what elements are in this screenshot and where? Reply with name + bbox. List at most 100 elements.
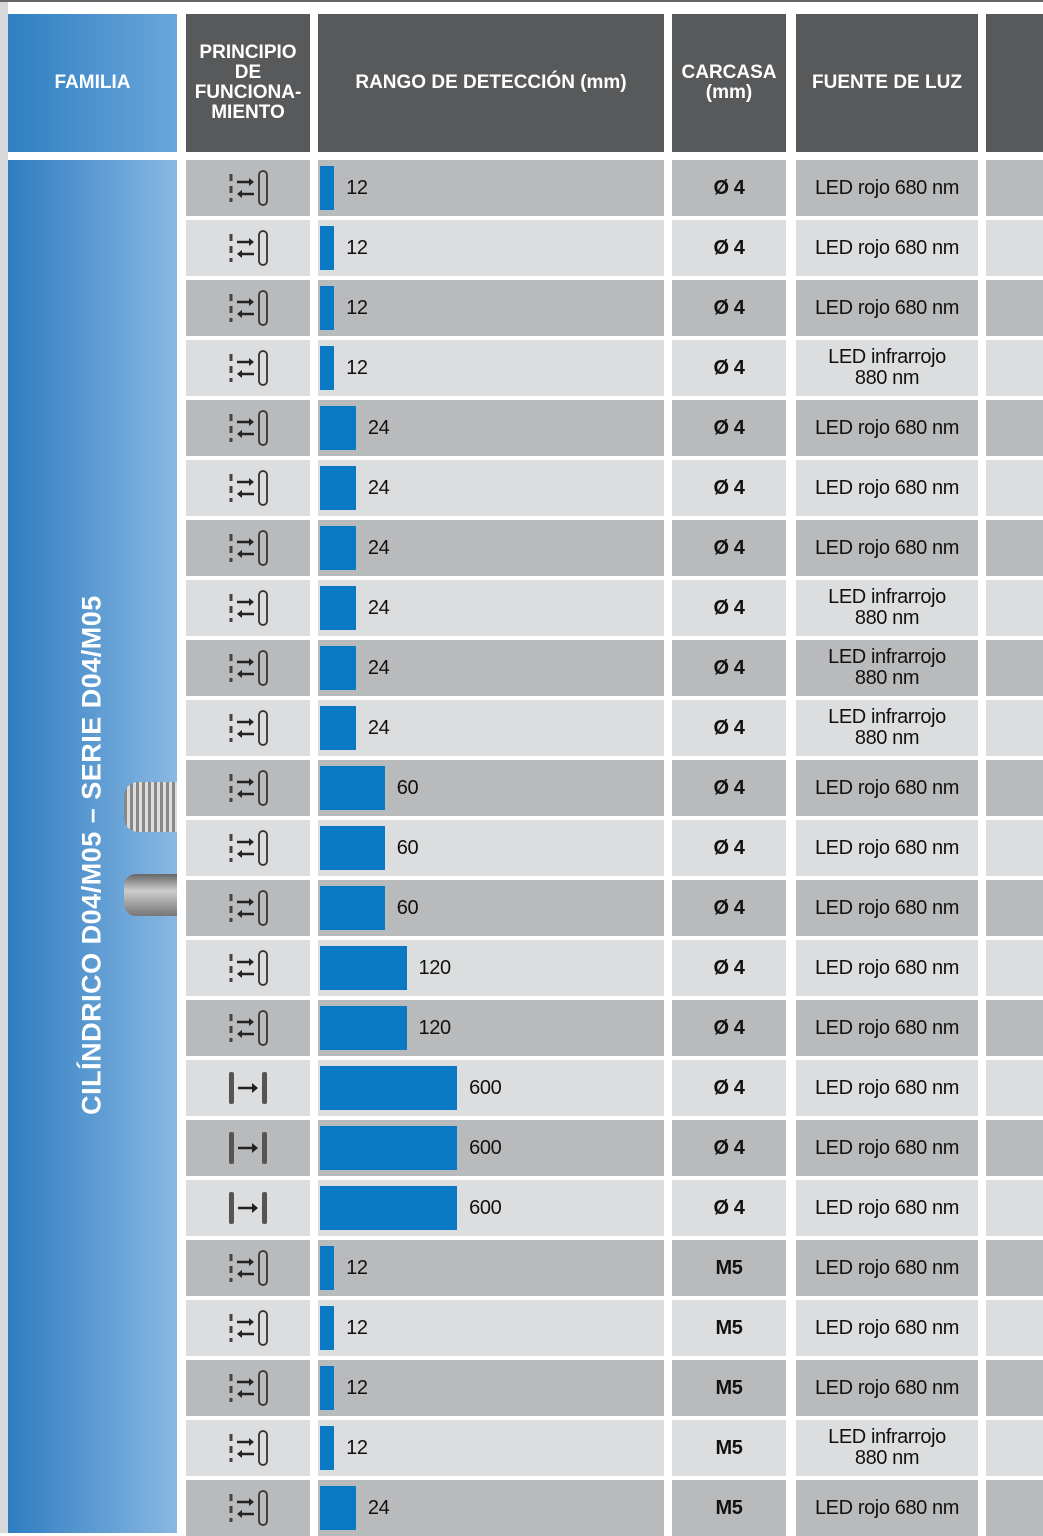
range-cell bbox=[318, 1360, 664, 1416]
extra-cell bbox=[986, 1480, 1043, 1536]
housing-cell: Ø 4 bbox=[672, 160, 786, 216]
family-header: FAMILIA bbox=[8, 14, 177, 152]
housing-cell: Ø 4 bbox=[672, 940, 786, 996]
range-bar bbox=[320, 766, 385, 810]
light-cell: LED rojo 680 nm bbox=[796, 940, 978, 996]
range-bar bbox=[320, 226, 335, 270]
principle-icon bbox=[229, 410, 268, 446]
light-cell: LED infrarrojo 880 nm bbox=[796, 580, 978, 636]
range-bar bbox=[320, 466, 356, 510]
light-cell: LED rojo 680 nm bbox=[796, 1240, 978, 1296]
principle-icon bbox=[229, 1430, 268, 1466]
housing-cell: Ø 4 bbox=[672, 460, 786, 516]
range-bar bbox=[320, 1486, 356, 1530]
housing-cell: Ø 4 bbox=[672, 640, 786, 696]
housing-cell: M5 bbox=[672, 1420, 786, 1476]
extra-cell bbox=[986, 940, 1043, 996]
principle-cell bbox=[186, 1360, 310, 1416]
light-cell: LED infrarrojo 880 nm bbox=[796, 1420, 978, 1476]
range-value: 12 bbox=[346, 1376, 368, 1399]
range-value: 120 bbox=[418, 1016, 452, 1039]
housing-cell: Ø 4 bbox=[672, 1000, 786, 1056]
principle-cell bbox=[186, 940, 310, 996]
principle-icon bbox=[229, 1250, 268, 1286]
light-cell: LED rojo 680 nm bbox=[796, 1180, 978, 1236]
range-bar bbox=[320, 946, 407, 990]
housing-cell: M5 bbox=[672, 1480, 786, 1536]
extra-cell bbox=[986, 640, 1043, 696]
principle-icon bbox=[229, 530, 268, 566]
range-bar bbox=[320, 1306, 335, 1350]
range-cell bbox=[318, 280, 664, 336]
range-value: 60 bbox=[396, 896, 419, 919]
range-bar bbox=[320, 1006, 407, 1050]
product-image bbox=[124, 874, 177, 916]
extra-cell bbox=[986, 400, 1043, 456]
extra-cell bbox=[986, 580, 1043, 636]
principle-cell bbox=[186, 1060, 310, 1116]
light-cell: LED rojo 680 nm bbox=[796, 160, 978, 216]
principle-icon bbox=[229, 1072, 267, 1104]
extra-cell bbox=[986, 340, 1043, 396]
range-bar bbox=[320, 406, 356, 450]
range-bar bbox=[320, 886, 385, 930]
principle-icon bbox=[229, 1310, 268, 1346]
principle-cell bbox=[186, 400, 310, 456]
principle-icon bbox=[229, 1192, 267, 1224]
range-bar bbox=[320, 1366, 335, 1410]
range-value: 600 bbox=[469, 1136, 502, 1159]
principle-cell bbox=[186, 1300, 310, 1356]
range-cell bbox=[318, 700, 664, 756]
housing-cell: Ø 4 bbox=[672, 400, 786, 456]
range-value: 600 bbox=[469, 1196, 502, 1219]
range-header: RANGO DE DETECCIÓN (mm) bbox=[318, 14, 664, 152]
range-value: 24 bbox=[367, 596, 390, 619]
extra-cell bbox=[986, 220, 1043, 276]
principle-icon bbox=[229, 1370, 268, 1406]
principle-header: PRINCIPIO DE FUNCIONA- MIENTO bbox=[186, 14, 310, 152]
range-cell bbox=[318, 220, 664, 276]
extra-header bbox=[986, 14, 1043, 152]
range-cell bbox=[318, 1300, 664, 1356]
principle-icon bbox=[229, 650, 268, 686]
light-cell: LED rojo 680 nm bbox=[796, 1360, 978, 1416]
principle-icon bbox=[229, 230, 268, 266]
principle-cell bbox=[186, 340, 310, 396]
principle-icon bbox=[229, 350, 268, 386]
range-value: 12 bbox=[346, 1436, 368, 1459]
range-bar bbox=[320, 646, 356, 690]
range-cell bbox=[318, 160, 664, 216]
housing-cell: Ø 4 bbox=[672, 340, 786, 396]
range-cell bbox=[318, 460, 664, 516]
principle-icon bbox=[229, 890, 268, 926]
top-rule bbox=[0, 0, 1043, 2]
extra-cell bbox=[986, 880, 1043, 936]
principle-cell bbox=[186, 820, 310, 876]
light-cell: LED rojo 680 nm bbox=[796, 1060, 978, 1116]
light-cell: LED infrarrojo 880 nm bbox=[796, 700, 978, 756]
extra-cell bbox=[986, 1240, 1043, 1296]
principle-cell bbox=[186, 1480, 310, 1536]
principle-icon bbox=[229, 1490, 268, 1526]
range-bar bbox=[320, 1066, 458, 1110]
extra-cell bbox=[986, 1300, 1043, 1356]
range-value: 120 bbox=[418, 956, 452, 979]
range-value: 12 bbox=[346, 356, 368, 379]
housing-cell: Ø 4 bbox=[672, 1180, 786, 1236]
light-cell: LED rojo 680 nm bbox=[796, 220, 978, 276]
principle-icon bbox=[229, 770, 268, 806]
housing-cell: M5 bbox=[672, 1300, 786, 1356]
range-bar bbox=[320, 1246, 335, 1290]
principle-icon bbox=[229, 590, 268, 626]
light-cell: LED rojo 680 nm bbox=[796, 1000, 978, 1056]
range-value: 24 bbox=[367, 476, 390, 499]
range-bar bbox=[320, 706, 356, 750]
light-cell: LED rojo 680 nm bbox=[796, 1120, 978, 1176]
range-cell bbox=[318, 640, 664, 696]
principle-cell bbox=[186, 580, 310, 636]
family-label: CILÍNDRICO D04/M05 – SERIE D04/M05 bbox=[76, 595, 107, 1115]
range-value: 12 bbox=[346, 1256, 368, 1279]
housing-cell: Ø 4 bbox=[672, 760, 786, 816]
range-value: 60 bbox=[396, 836, 419, 859]
